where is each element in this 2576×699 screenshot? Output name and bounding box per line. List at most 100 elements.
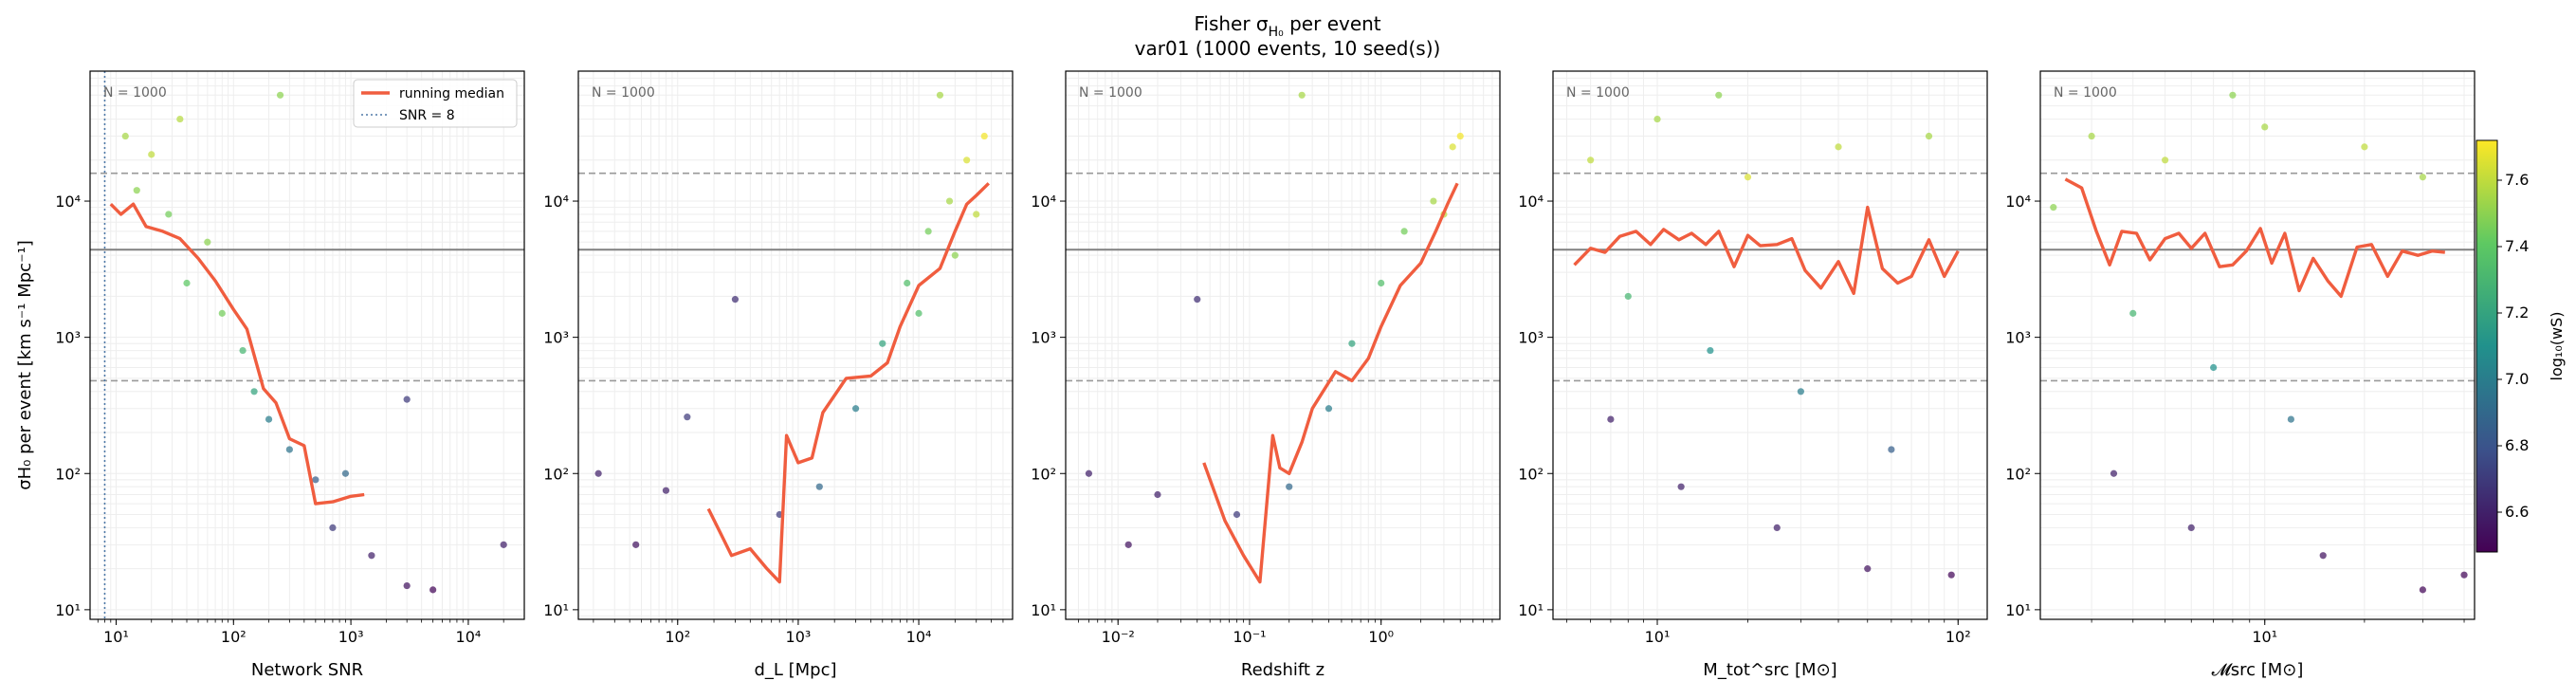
scatter-point <box>176 115 184 123</box>
gridlines <box>1066 71 1500 619</box>
x-axis-label: Redshift z <box>1241 660 1325 680</box>
y-tick-label: 10⁴ <box>55 193 81 211</box>
figure-title: Fisher σH₀ per event <box>1194 12 1380 40</box>
scatter-point <box>1925 132 1933 140</box>
x-tick-label: 10⁻¹ <box>1233 628 1266 646</box>
sample-count: N = 1000 <box>1566 85 1630 101</box>
running-median-line <box>2064 177 2445 299</box>
plot-area <box>1066 71 1500 619</box>
panel-network-snr: 10¹ 10² 10³ 10⁴ 10¹ 10² 10³ 10⁴ Network SNR N = 1… <box>55 70 525 680</box>
gridlines <box>90 71 524 619</box>
axes-frame <box>1552 70 1988 620</box>
scatter-point <box>2419 586 2426 594</box>
legend-snr-label: SNR = 8 <box>399 108 455 123</box>
scatter-point <box>403 581 411 590</box>
y-tick-label: 10⁴ <box>2005 193 2031 211</box>
scatter-point <box>980 132 988 140</box>
scatter-point <box>2229 91 2237 99</box>
y-tick-label: 10¹ <box>1031 601 1056 619</box>
x-tick-label: 10² <box>665 628 690 646</box>
y-tick-label: 10² <box>2005 465 2031 483</box>
scatter-point <box>973 211 980 218</box>
scatter-point <box>1707 346 1714 355</box>
scatter-point <box>341 469 350 477</box>
plot-area <box>90 71 524 619</box>
y-tick-label: 10¹ <box>2005 601 2031 619</box>
scatter-point <box>148 151 155 158</box>
x-axis-label: M_tot^src [M⊙] <box>1703 660 1836 680</box>
sample-count: N = 1000 <box>1079 85 1142 101</box>
scatter-point <box>2361 143 2368 151</box>
scatter-point <box>951 251 959 259</box>
x-tick-label: 10² <box>221 628 247 646</box>
x-tick-label: 10² <box>1946 628 1971 646</box>
scatter-point <box>815 483 823 490</box>
scatter-point <box>1715 91 1723 99</box>
scatter-point <box>1378 279 1385 287</box>
colorbar-tick-label: 7.4 <box>2505 237 2529 255</box>
scatter-point <box>1298 91 1306 99</box>
sample-count: N = 1000 <box>2054 85 2117 101</box>
x-tick-label: 10³ <box>338 628 364 646</box>
scatter-point <box>2088 132 2095 140</box>
y-tick-label: 10² <box>1031 465 1056 483</box>
y-tick-label: 10³ <box>1518 329 1544 347</box>
scatter-point <box>2210 363 2218 372</box>
colorbar-tick-label: 6.6 <box>2505 503 2529 521</box>
scatter-point <box>183 279 191 287</box>
scatter-point <box>1325 405 1333 413</box>
colorbar-gradient <box>2476 139 2498 553</box>
y-tick-label: 10¹ <box>543 601 569 619</box>
scatter-point <box>1677 483 1685 490</box>
y-tick-label: 10³ <box>2005 329 2031 347</box>
axes-frame <box>89 70 525 620</box>
plot-area <box>1553 71 1987 619</box>
scatter-point <box>684 414 691 421</box>
x-axis-label: 𝓜src [M⊙] <box>2212 660 2304 680</box>
x-axis-label: Network SNR <box>251 660 363 680</box>
scatter-point <box>632 541 640 548</box>
scatter-point <box>1653 115 1661 123</box>
y-tick-label: 10² <box>55 465 81 483</box>
scatter-point <box>2050 204 2057 212</box>
scatter-point <box>165 211 173 218</box>
colorbar-label: log₁₀(wS) <box>2548 312 2566 381</box>
sample-count: N = 1000 <box>592 85 655 101</box>
scatter-point <box>2287 415 2294 423</box>
scatter-point <box>2129 309 2137 317</box>
colorbar: 6.6 6.8 7.0 7.2 7.4 7.6 log₁₀(wS) <box>2476 139 2566 553</box>
scatter-point <box>1456 132 1464 140</box>
figure-subtitle: var01 (1000 events, 10 seed(s)) <box>1135 37 1441 60</box>
scatter-point <box>2419 174 2426 181</box>
scatter-point <box>1835 143 1842 151</box>
scatter-point <box>2161 156 2169 164</box>
y-tick-label: 10² <box>543 465 569 483</box>
scatter-point <box>204 238 211 246</box>
scatter-point <box>2261 123 2269 131</box>
y-tick-label: 10³ <box>1031 329 1056 347</box>
scatter-point <box>1947 571 1955 579</box>
scatter-point <box>368 552 375 560</box>
scatter-points <box>121 91 507 594</box>
scatter-point <box>1233 510 1241 519</box>
scatter-point <box>1607 415 1615 423</box>
x-tick-label: 10⁴ <box>906 628 932 646</box>
scatter-point <box>1888 446 1895 453</box>
scatter-point <box>500 541 507 548</box>
gridlines <box>2040 71 2475 619</box>
colorbar-tick-label: 7.0 <box>2505 370 2529 388</box>
scatter-point <box>963 156 971 164</box>
axes-frame <box>2039 70 2476 620</box>
scatter-point <box>403 395 411 403</box>
y-axis-label: σH₀ per event [km s⁻¹ Mpc⁻¹] <box>15 240 35 490</box>
scatter-point <box>731 296 740 304</box>
panels: 10¹ 10² 10³ 10⁴ 10¹ 10² 10³ 10⁴ Network SNR N = 1… <box>55 70 2476 680</box>
running-median-line <box>706 182 990 584</box>
legend: running median SNR = 8 <box>353 79 518 128</box>
running-median-line <box>109 202 365 506</box>
axes-frame <box>577 70 1014 620</box>
colorbar-tick-label: 6.8 <box>2505 436 2529 454</box>
y-tick-label: 10⁴ <box>543 193 569 211</box>
scatter-point <box>1194 296 1201 304</box>
scatter-point <box>662 487 670 494</box>
